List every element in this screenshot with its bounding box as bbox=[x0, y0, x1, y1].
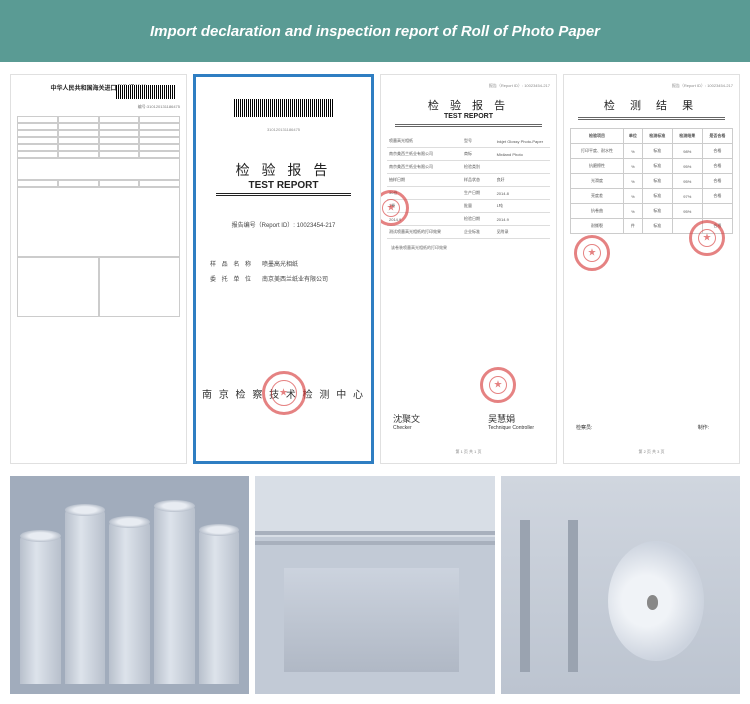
client-row: 委 托 单 位 南京美西兰纸业有限公司 bbox=[210, 274, 357, 283]
doc-test-results: 报告（Report ID）: 10023454-217 检 测 结 果 检验项目… bbox=[563, 74, 740, 464]
table-row: 南京美西兰纸业有限公司商标Mixiland Photo bbox=[387, 148, 550, 161]
photo-paper-rolls bbox=[10, 476, 249, 694]
table-row: 抗磨擦性%标准95%合格 bbox=[571, 159, 733, 174]
table-header: 单位 bbox=[624, 129, 643, 144]
doc4-table: 检验项目单位检测标准检测结果是否合格 打印平度、耐水性%标准98%合格抗磨擦性%… bbox=[570, 128, 733, 234]
test-report-title-cn: 检 验 报 告 bbox=[202, 160, 365, 180]
stamp-d4-right-icon: ★ bbox=[689, 220, 725, 256]
customs-form-grid bbox=[17, 116, 180, 317]
table-row: 打印平度、耐水性%标准98%合格 bbox=[571, 144, 733, 159]
table-row: 测试喷墨高光相纸的打印效果企业标准见附录 bbox=[387, 226, 550, 239]
documents-row: 中华人民共和国海关进口货物报关单 编号:310120131186475 3101… bbox=[0, 62, 750, 472]
photo-paper-machine bbox=[501, 476, 740, 694]
photo-coating-line bbox=[255, 476, 494, 694]
table-row: 抗卷曲%标准95% bbox=[571, 204, 733, 219]
photos-row bbox=[0, 472, 750, 704]
sample-name-row: 样 品 名 称 喷墨高光相纸 bbox=[210, 259, 357, 268]
report-id: 报告编号（Report ID）: 10023454-217 bbox=[202, 220, 365, 229]
table-header: 检测结果 bbox=[672, 129, 702, 144]
test-report-barcode bbox=[234, 99, 334, 117]
barcode-label: 310120131186475 bbox=[202, 127, 365, 132]
doc-customs-declaration: 中华人民共和国海关进口货物报关单 编号:310120131186475 bbox=[10, 74, 187, 464]
doc3-title-cn: 检 验 报 告 bbox=[387, 97, 550, 113]
header-banner: Import declaration and inspection report… bbox=[0, 0, 750, 62]
table-row: 2014.9检验日期2014.9 bbox=[387, 213, 550, 226]
test-report-title-en: TEST REPORT bbox=[202, 180, 365, 191]
doc3-table: 喷墨高光相纸型号Inkjet Glossy Photo-Paper南京美西兰纸业… bbox=[387, 135, 550, 239]
doc3-title-en: TEST REPORT bbox=[387, 113, 550, 120]
table-header: 检验项目 bbox=[571, 129, 624, 144]
table-row: 南京美西兰纸业有限公司检验类别 bbox=[387, 161, 550, 174]
doc-test-report-cover: 310120131186475 检 验 报 告 TEST REPORT 报告编号… bbox=[193, 74, 374, 464]
doc4-report-id: 报告（Report ID）: 10023454-217 bbox=[570, 83, 733, 89]
table-row: 光滑度%标准95%合格 bbox=[571, 174, 733, 189]
tech-sig: 吴慧娟 Technique Controller bbox=[488, 412, 534, 431]
customs-barcode bbox=[116, 85, 176, 99]
doc3-note: 该卷装喷墨高光相纸的打印效果 bbox=[391, 245, 546, 251]
header-title: Import declaration and inspection report… bbox=[150, 23, 600, 40]
table-row: 喷墨高光相纸型号Inkjet Glossy Photo-Paper bbox=[387, 135, 550, 148]
table-row: 抽样日期样品状态良好 bbox=[387, 174, 550, 187]
doc3-footer: 第 1 页 共 1 页 bbox=[381, 449, 556, 455]
table-header: 是否合格 bbox=[702, 129, 732, 144]
stamp-d4-left-icon: ★ bbox=[574, 235, 610, 271]
table-header: 检测标准 bbox=[642, 129, 672, 144]
doc3-report-id: 报告（Report ID）: 10023454-217 bbox=[387, 83, 550, 89]
doc4-title-cn: 检 测 结 果 bbox=[570, 97, 733, 113]
table-row: 亮度差%标准97%合格 bbox=[571, 189, 733, 204]
table-row: 30卷生产日期2014.8 bbox=[387, 187, 550, 200]
stamp-bottom-icon: ★ bbox=[480, 367, 516, 403]
doc4-producer: 制作: bbox=[698, 424, 709, 431]
stamp-icon: ★ bbox=[262, 371, 306, 415]
doc4-checker: 检察员: bbox=[576, 424, 592, 431]
table-row: 3卷批量1吨 bbox=[387, 200, 550, 213]
doc4-footer: 第 2 页 共 3 页 bbox=[564, 449, 739, 455]
checker-sig: 沈聚文 Checker bbox=[393, 412, 420, 431]
customs-serial: 编号:310120131186475 bbox=[17, 104, 180, 110]
doc-test-report-detail: 报告（Report ID）: 10023454-217 检 验 报 告 TEST… bbox=[380, 74, 557, 464]
